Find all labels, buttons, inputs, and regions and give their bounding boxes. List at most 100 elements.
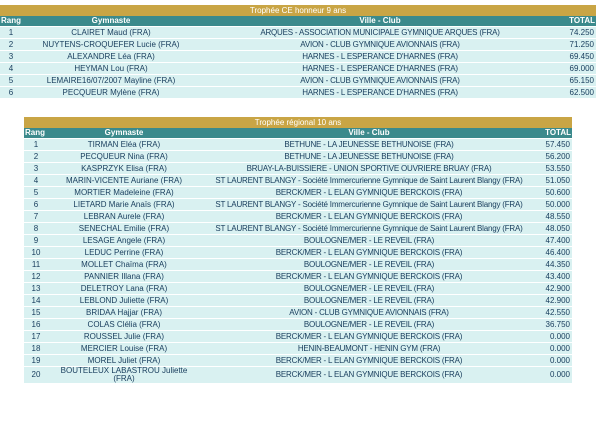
- gymnast-cell: ROUSSEL Julie (FRA): [48, 330, 200, 343]
- ranking-row: 1 TIRMAN Eléa (FRA) BETHUNE - LA JEUNESSE …: [24, 138, 572, 151]
- gymnast-cell: BOUTELEUX LABASTROU Juliette (FRA): [48, 366, 200, 383]
- ranking-block: Trophée CE honneur 9 ans Rang Gymnaste Vill…: [0, 5, 596, 98]
- total-cell: 57.450: [538, 138, 572, 151]
- ranking-row: 1 CLAIRET Maud (FRA) ARQUES - ASSOCIATION …: [0, 26, 596, 39]
- rank-cell: 12: [24, 270, 48, 283]
- header-club: Ville - Club: [200, 16, 560, 27]
- club-cell: BRUAY-LA-BUISSIERE - UNION SPORTIVE OUVR…: [200, 162, 538, 175]
- rank-cell: 15: [24, 306, 48, 319]
- ranking-row: 16 COLAS Clélia (FRA) BOULOGNE/MER - LE RE…: [24, 318, 572, 331]
- total-cell: 47.400: [538, 234, 572, 247]
- gymnast-cell: MORTIER Madeleine (FRA): [48, 186, 200, 199]
- gymnast-cell: DELETROY Lana (FRA): [48, 282, 200, 295]
- total-cell: 69.000: [560, 62, 596, 75]
- gymnast-cell: LESAGE Angele (FRA): [48, 234, 200, 247]
- rank-cell: 5: [24, 186, 48, 199]
- ranking-table: Rang Gymnaste Ville - Club TOTAL 1 CLAIRET Ma…: [0, 16, 596, 98]
- total-cell: 0.000: [538, 330, 572, 343]
- ranking-row: 10 LEDUC Perrine (FRA) BERCK/MER - L ELAN …: [24, 246, 572, 259]
- total-cell: 48.550: [538, 210, 572, 223]
- header-row: Rang Gymnaste Ville - Club TOTAL: [0, 16, 596, 27]
- club-cell: HARNES - L ESPERANCE D'HARNES (FRA): [200, 86, 560, 98]
- total-cell: 42.900: [538, 294, 572, 307]
- total-cell: 0.000: [538, 342, 572, 355]
- header-gymnast: Gymnaste: [22, 16, 200, 27]
- table-body: 1 TIRMAN Eléa (FRA) BETHUNE - LA JEUNESSE …: [24, 138, 572, 383]
- gymnast-cell: LIETARD Marie Anaïs (FRA): [48, 198, 200, 211]
- club-cell: ST LAURENT BLANGY - Société Immercurienn…: [200, 174, 538, 187]
- ranking-row: 3 KASPRZYK Elisa (FRA) BRUAY-LA-BUISSIERE …: [24, 162, 572, 175]
- rank-cell: 10: [24, 246, 48, 259]
- ranking-row: 5 LEMAIRE16/07/2007 Mayline (FRA) AVION - …: [0, 74, 596, 87]
- ranking-row: 17 ROUSSEL Julie (FRA) BERCK/MER - L ELAN …: [24, 330, 572, 343]
- rank-cell: 4: [0, 62, 22, 75]
- table-header: Rang Gymnaste Ville - Club TOTAL: [0, 16, 596, 27]
- club-cell: BOULOGNE/MER - LE REVEIL (FRA): [200, 258, 538, 271]
- gymnast-cell: MOREL Juliet (FRA): [48, 354, 200, 367]
- ranking-row: 12 PANNIER Illana (FRA) BERCK/MER - L ELAN…: [24, 270, 572, 283]
- total-cell: 51.050: [538, 174, 572, 187]
- ranking-row: 14 LEBLOND Juliette (FRA) BOULOGNE/MER - L…: [24, 294, 572, 307]
- rank-cell: 14: [24, 294, 48, 307]
- total-cell: 48.050: [538, 222, 572, 235]
- gymnast-cell: MOLLET Chaïma (FRA): [48, 258, 200, 271]
- total-cell: 71.250: [560, 38, 596, 51]
- rank-cell: 1: [0, 26, 22, 39]
- header-rank: Rang: [0, 16, 22, 27]
- club-cell: BOULOGNE/MER - LE REVEIL (FRA): [200, 318, 538, 331]
- total-cell: 56.200: [538, 150, 572, 163]
- rank-cell: 20: [24, 366, 48, 383]
- gymnast-cell: LEDUC Perrine (FRA): [48, 246, 200, 259]
- club-cell: ST LAURENT BLANGY - Société Immercurienn…: [200, 222, 538, 235]
- club-cell: BOULOGNE/MER - LE REVEIL (FRA): [200, 294, 538, 307]
- ranking-row: 3 ALEXANDRE Léa (FRA) HARNES - L ESPERANCE…: [0, 50, 596, 63]
- gymnast-cell: KASPRZYK Elisa (FRA): [48, 162, 200, 175]
- ranking-row: 2 NUYTENS-CROQUEFER Lucie (FRA) AVION - CL…: [0, 38, 596, 51]
- ranking-row: 18 MERCIER Louise (FRA) HENIN-BEAUMONT - H…: [24, 342, 572, 355]
- total-cell: 0.000: [538, 354, 572, 367]
- ranking-row: 4 HEYMAN Lou (FRA) HARNES - L ESPERANCE D'…: [0, 62, 596, 75]
- header-gymnast: Gymnaste: [48, 128, 200, 139]
- club-cell: HARNES - L ESPERANCE D'HARNES (FRA): [200, 50, 560, 63]
- header-total: TOTAL: [538, 128, 572, 139]
- club-cell: BERCK/MER - L ELAN GYMNIQUE BERCKOIS (FR…: [200, 270, 538, 283]
- rank-cell: 11: [24, 258, 48, 271]
- ranking-row: 6 PECQUEUR Mylène (FRA) HARNES - L ESPERAN…: [0, 86, 596, 98]
- header-total: TOTAL: [560, 16, 596, 27]
- gymnast-cell: NUYTENS-CROQUEFER Lucie (FRA): [22, 38, 200, 51]
- header-rank: Rang: [24, 128, 48, 139]
- total-cell: 53.550: [538, 162, 572, 175]
- gymnast-cell: LEBLOND Juliette (FRA): [48, 294, 200, 307]
- ranking-row: 5 MORTIER Madeleine (FRA) BERCK/MER - L EL…: [24, 186, 572, 199]
- rank-cell: 16: [24, 318, 48, 331]
- table-header: Rang Gymnaste Ville - Club TOTAL: [24, 128, 572, 139]
- total-cell: 46.400: [538, 246, 572, 259]
- header-row: Rang Gymnaste Ville - Club TOTAL: [24, 128, 572, 139]
- table-body: 1 CLAIRET Maud (FRA) ARQUES - ASSOCIATION …: [0, 26, 596, 98]
- ranking-row: 19 MOREL Juliet (FRA) BERCK/MER - L ELAN G…: [24, 354, 572, 367]
- total-cell: 65.150: [560, 74, 596, 87]
- club-cell: BETHUNE - LA JEUNESSE BETHUNOISE (FRA): [200, 138, 538, 151]
- rank-cell: 2: [0, 38, 22, 51]
- club-cell: ARQUES - ASSOCIATION MUNICIPALE GYMNIQUE…: [200, 26, 560, 39]
- gymnast-cell: MARIN-VICENTE Auriane (FRA): [48, 174, 200, 187]
- club-cell: BOULOGNE/MER - LE REVEIL (FRA): [200, 282, 538, 295]
- club-cell: BERCK/MER - L ELAN GYMNIQUE BERCKOIS (FR…: [200, 330, 538, 343]
- gymnast-cell: PANNIER Illana (FRA): [48, 270, 200, 283]
- ranking-row: 13 DELETROY Lana (FRA) BOULOGNE/MER - LE R…: [24, 282, 572, 295]
- gymnast-cell: HEYMAN Lou (FRA): [22, 62, 200, 75]
- rank-cell: 17: [24, 330, 48, 343]
- club-cell: BERCK/MER - L ELAN GYMNIQUE BERCKOIS (FR…: [200, 186, 538, 199]
- rank-cell: 19: [24, 354, 48, 367]
- gymnast-cell: CLAIRET Maud (FRA): [22, 26, 200, 39]
- rank-cell: 8: [24, 222, 48, 235]
- table-title: Trophée régional 10 ans: [24, 117, 572, 128]
- rank-cell: 3: [24, 162, 48, 175]
- total-cell: 42.550: [538, 306, 572, 319]
- total-cell: 0.000: [538, 366, 572, 383]
- total-cell: 44.350: [538, 258, 572, 271]
- total-cell: 42.900: [538, 282, 572, 295]
- header-club: Ville - Club: [200, 128, 538, 139]
